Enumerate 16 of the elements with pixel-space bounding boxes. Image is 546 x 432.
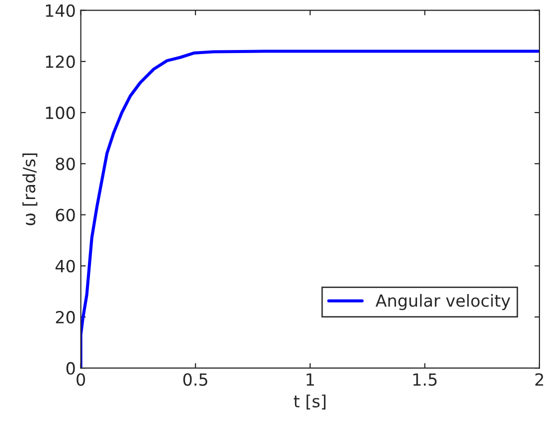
y-axis-title: ω [rad/s]: [22, 154, 38, 226]
y-tick-label: 60: [56, 208, 75, 222]
y-tick-label: 120: [46, 55, 75, 68]
y-tick-label: 20: [56, 310, 75, 324]
x-tick-label: 0: [76, 373, 86, 386]
x-tick-label: 1: [306, 373, 314, 386]
x-tick-label: 0.5: [183, 373, 208, 386]
y-tick-label: 0: [66, 362, 75, 375]
y-tick-label: 140: [46, 4, 75, 17]
y-tick-label: 100: [46, 106, 75, 120]
x-tick-label: 2: [535, 373, 544, 386]
legend-label: Angular velocity: [376, 294, 510, 310]
y-tick-label: 40: [56, 260, 75, 272]
y-tick-label: 80: [56, 158, 75, 170]
x-axis-title: t [s]: [294, 394, 326, 410]
x-tick-label: 1.5: [413, 373, 437, 386]
